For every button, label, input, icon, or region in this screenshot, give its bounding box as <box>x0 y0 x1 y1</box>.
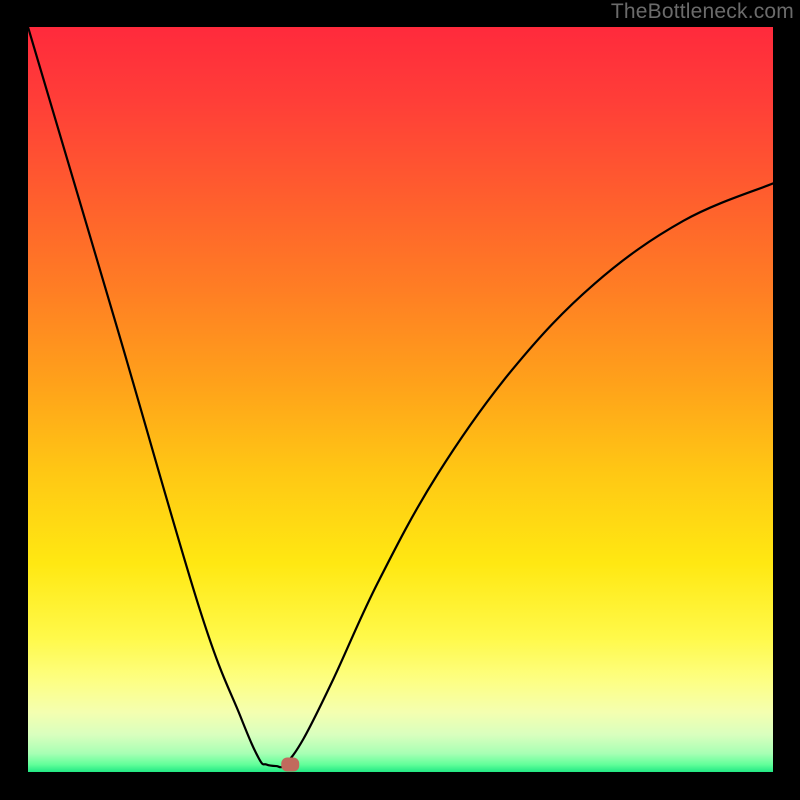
chart-background <box>28 27 773 772</box>
plot-area <box>28 27 773 772</box>
chart-frame: TheBottleneck.com <box>0 0 800 800</box>
dip-marker <box>281 758 299 772</box>
attribution-label: TheBottleneck.com <box>611 0 794 24</box>
chart-svg <box>28 27 773 772</box>
